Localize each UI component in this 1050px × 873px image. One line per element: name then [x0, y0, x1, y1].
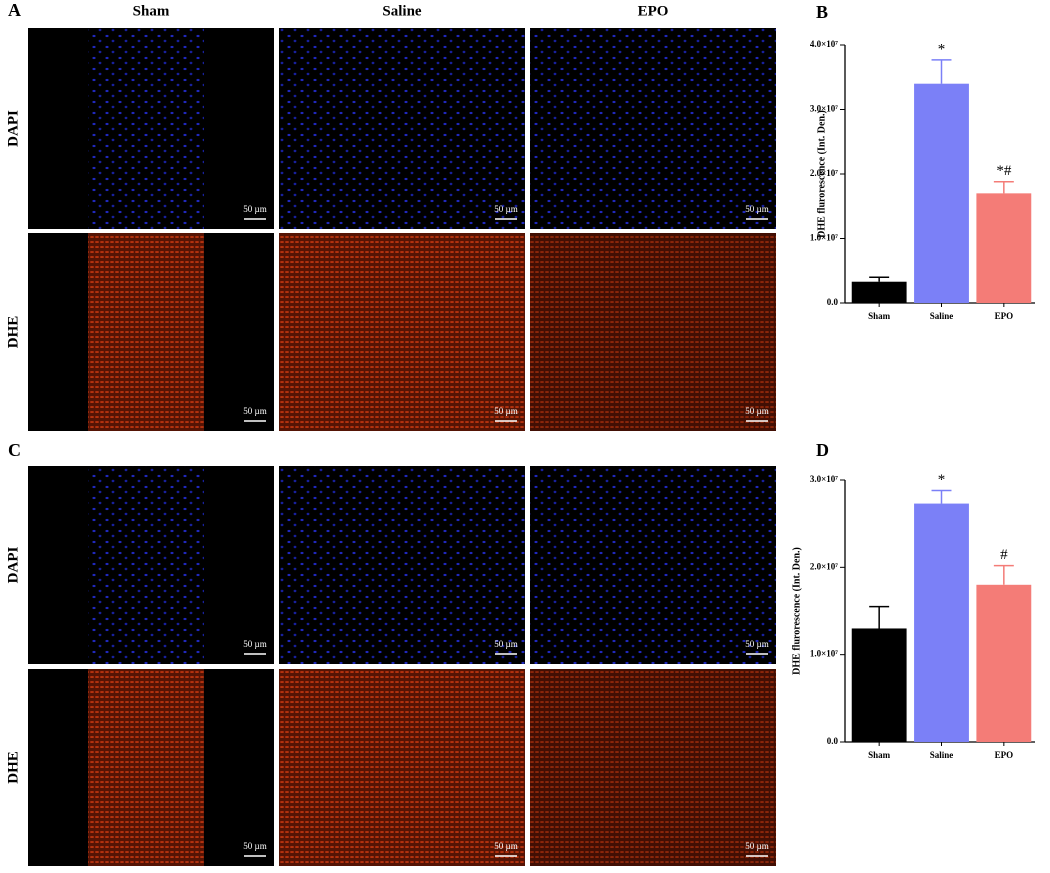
bar: [976, 584, 1032, 742]
y-axis-label: DHE flurorescence (Int. Den.): [791, 547, 802, 675]
tissue-stain: [279, 233, 525, 431]
error-bar: [931, 59, 952, 84]
x-tick-label: EPO: [995, 750, 1014, 760]
x-tick-label: Saline: [930, 311, 954, 321]
tissue-stain: [88, 233, 204, 431]
y-tick-label: 2.0×10⁷: [810, 561, 838, 571]
scale-bar-label: 50 µm: [494, 204, 517, 214]
scale-bar-label: 50 µm: [745, 406, 768, 416]
x-tick-label: Sham: [868, 750, 891, 760]
bar: [914, 503, 969, 742]
panel-label: A: [8, 0, 21, 20]
y-tick-label: 1.0×10⁷: [810, 233, 838, 243]
bar: [851, 628, 907, 742]
scale-bar-label: 50 µm: [243, 204, 266, 214]
column-header: Sham: [133, 3, 170, 19]
scale-bar-label: 50 µm: [745, 204, 768, 214]
y-tick-label: 1.0×10⁷: [810, 649, 838, 659]
x-tick-label: Sham: [868, 311, 891, 321]
panel-label: C: [8, 440, 21, 460]
tissue-stain: [279, 28, 525, 229]
column-header: EPO: [638, 3, 669, 19]
row-label: DAPI: [5, 547, 21, 584]
panel-label: B: [816, 2, 828, 22]
significance-mark: *: [938, 472, 946, 488]
tissue-stain: [88, 28, 204, 229]
scale-bar-label: 50 µm: [243, 406, 266, 416]
error-bar: [869, 605, 890, 629]
significance-mark: *: [938, 41, 946, 57]
bar: [976, 193, 1032, 303]
x-tick-label: EPO: [995, 311, 1014, 321]
x-tick-label: Saline: [930, 750, 954, 760]
row-label: DHE: [5, 316, 21, 349]
tissue-stain: [530, 466, 776, 664]
y-tick-label: 0.0: [827, 297, 839, 307]
tissue-stain: [279, 466, 525, 664]
y-tick-label: 3.0×10⁷: [810, 474, 838, 484]
tissue-stain: [279, 669, 525, 866]
column-header: Saline: [382, 3, 422, 19]
tissue-stain: [88, 466, 204, 664]
row-label: DAPI: [5, 110, 21, 147]
tissue-stain: [530, 28, 776, 229]
scale-bar-label: 50 µm: [494, 841, 517, 851]
scale-bar-label: 50 µm: [494, 639, 517, 649]
scale-bar-label: 50 µm: [745, 841, 768, 851]
row-label: DHE: [5, 751, 21, 784]
significance-mark: #: [1000, 547, 1008, 563]
scale-bar-label: 50 µm: [243, 639, 266, 649]
tissue-stain: [530, 669, 776, 866]
error-bar: [869, 276, 890, 282]
error-bar: [993, 180, 1014, 194]
scale-bar-label: 50 µm: [243, 841, 266, 851]
panel-label: D: [816, 440, 829, 460]
y-tick-label: 3.0×10⁷: [810, 104, 838, 114]
y-tick-label: 2.0×10⁷: [810, 168, 838, 178]
scale-bar-label: 50 µm: [745, 639, 768, 649]
error-bar: [931, 489, 952, 504]
bar: [851, 281, 907, 303]
y-tick-label: 4.0×10⁷: [810, 39, 838, 49]
tissue-stain: [88, 669, 204, 866]
y-tick-label: 0.0: [827, 736, 839, 746]
significance-mark: *#: [996, 163, 1012, 179]
tissue-stain: [530, 233, 776, 431]
y-axis-label: DHE flurorescence (Int. Den.): [816, 110, 827, 238]
scale-bar-label: 50 µm: [494, 406, 517, 416]
bar: [914, 83, 969, 303]
error-bar: [993, 564, 1014, 585]
